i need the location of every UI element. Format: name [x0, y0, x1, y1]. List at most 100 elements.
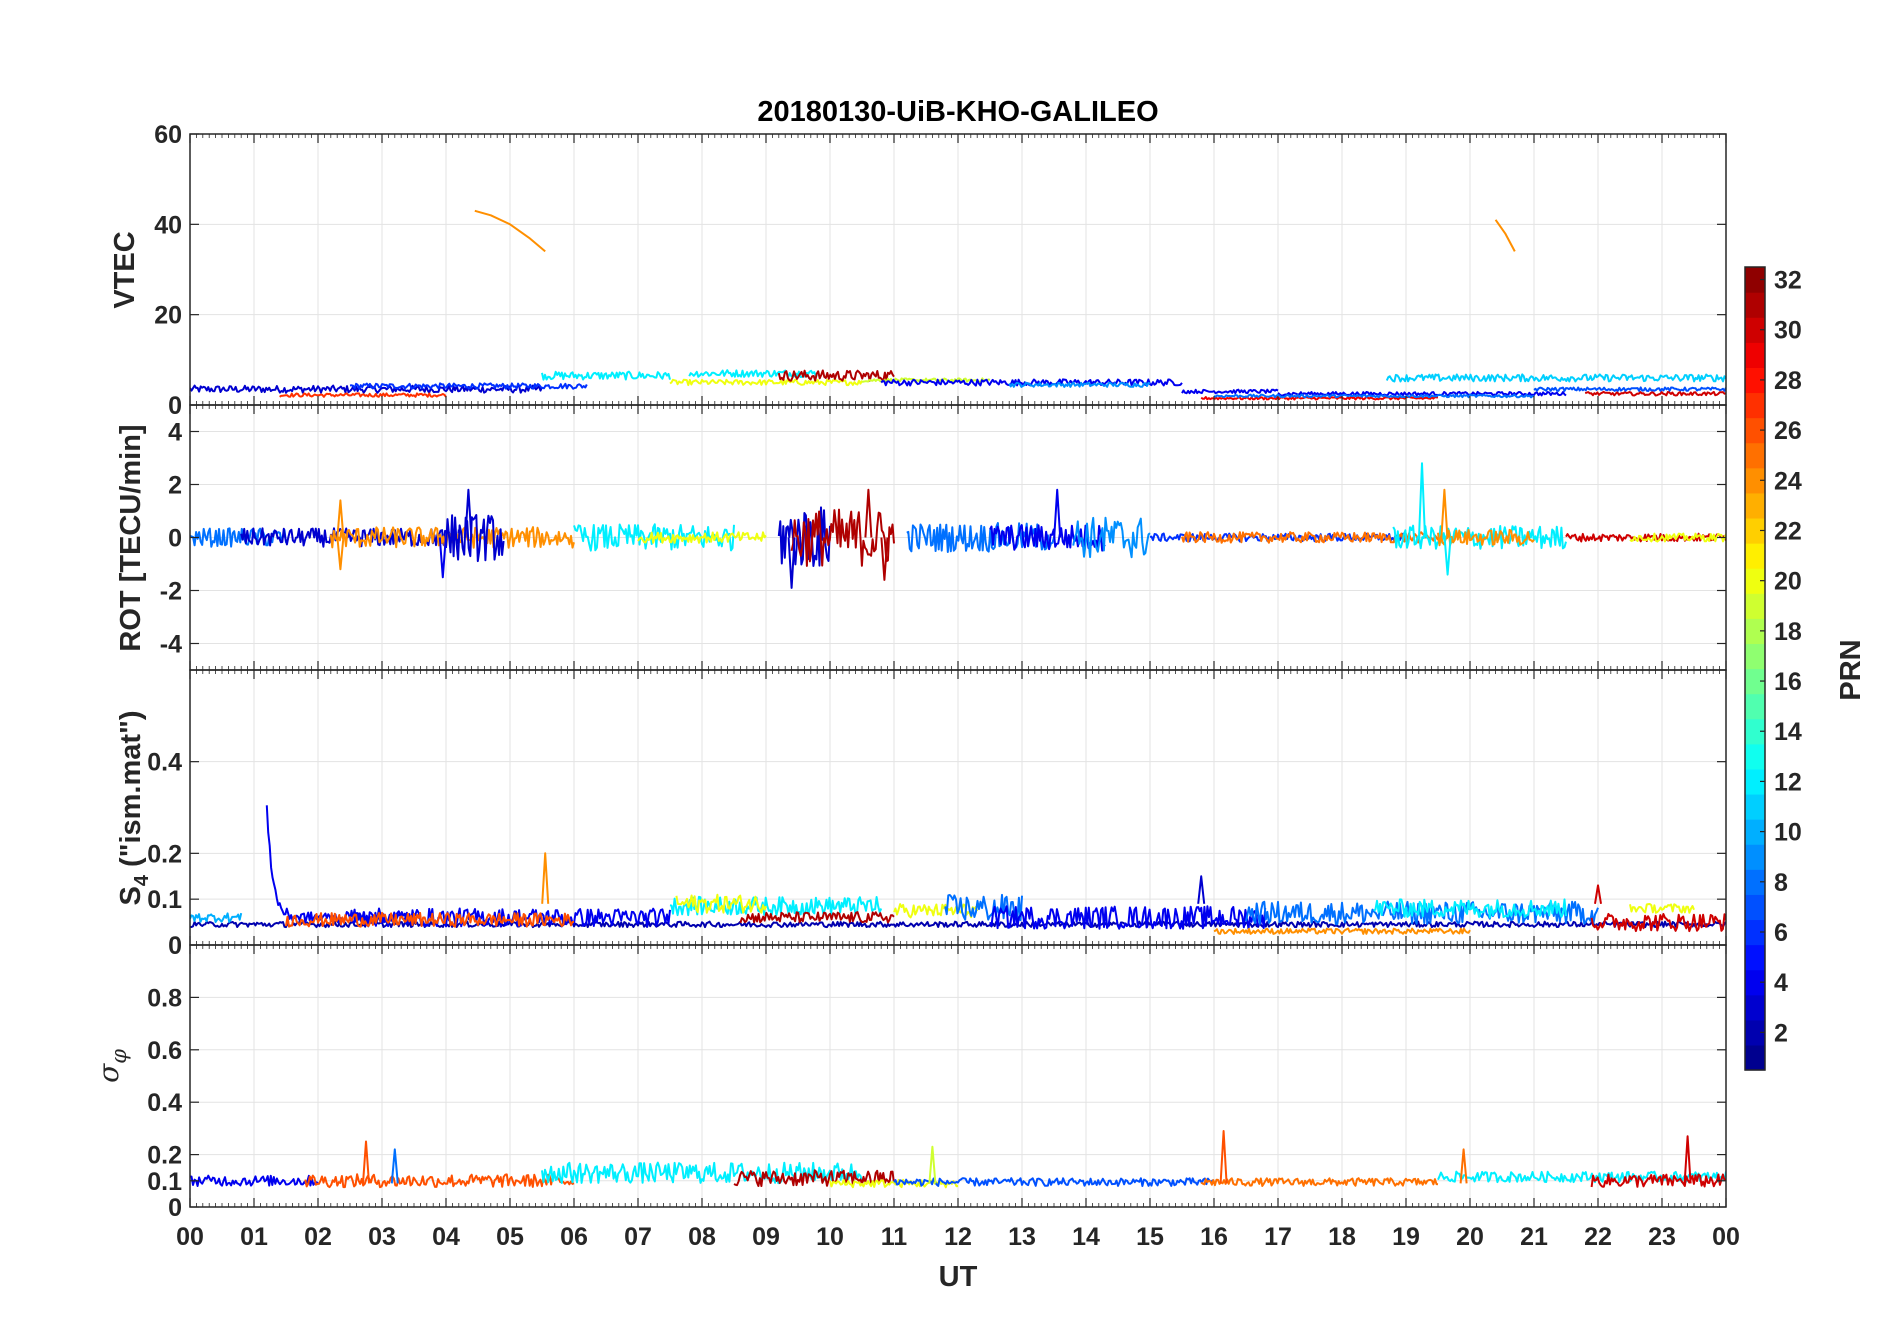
colorbar-cell	[1745, 467, 1765, 494]
rot-prn-20-series	[637, 531, 767, 544]
colorbar-cell	[1745, 392, 1765, 419]
colorbar-cell	[1745, 643, 1765, 670]
vtec-prn-31-series	[777, 369, 895, 382]
colorbar-cell	[1745, 869, 1765, 895]
sigma-phi-y-tick-label: 0.6	[147, 1037, 182, 1065]
rot-prn-4-series	[1053, 488, 1062, 538]
rot-prn-4-series	[438, 537, 447, 579]
s4-prn-30-series	[1594, 884, 1602, 904]
colorbar-cell	[1745, 417, 1765, 444]
rot-prn-31-series	[864, 488, 873, 538]
x-tick-label: 00	[1712, 1223, 1740, 1251]
s4-prn-3-series	[1197, 875, 1206, 904]
colorbar-tick-label: 4	[1774, 969, 1788, 997]
sigma-phi-axis-title-sub: φ	[107, 1049, 131, 1064]
vtec-y-tick-label: 40	[154, 211, 182, 239]
colorbar-cell	[1745, 1044, 1765, 1071]
colorbar-cell	[1745, 894, 1765, 921]
colorbar-tick-label: 12	[1774, 768, 1802, 796]
sigma-phi-prn-4-series	[190, 1174, 319, 1187]
s4-grid	[190, 670, 1726, 945]
colorbar-cell	[1745, 969, 1765, 996]
x-tick-label: 07	[624, 1223, 652, 1251]
x-tick-label: 17	[1264, 1223, 1292, 1251]
rot-prn-3-series	[464, 488, 473, 538]
rot-traces	[190, 462, 1726, 589]
sigma-phi-prn-31-series	[733, 1169, 895, 1187]
vtec-y-tick-label: 20	[154, 302, 182, 330]
x-tick-label: 06	[560, 1223, 588, 1251]
x-tick-label: 10	[816, 1223, 844, 1251]
colorbar-cell	[1745, 793, 1765, 820]
rot-prn-31-series	[790, 508, 895, 567]
sigma-phi-y-tick-label: 0	[168, 1194, 182, 1222]
sigma-phi-y-tick-label: 0.4	[147, 1089, 182, 1117]
rot-prn-12-series	[1418, 462, 1426, 538]
x-tick-label: 20	[1456, 1223, 1484, 1251]
vtec-prn-29-series	[1200, 395, 1438, 401]
colorbar-cell	[1745, 367, 1765, 394]
sigma-phi-panel: 00.10.2 0.4 0.6 0.8 σφ	[92, 944, 1727, 1222]
colorbar-tick-label: 24	[1774, 467, 1802, 495]
colorbar-cell	[1745, 543, 1765, 569]
sigma-phi-prn-19-series	[928, 1145, 937, 1184]
x-tick-label: 21	[1520, 1223, 1548, 1251]
vtec-prn-12-series	[541, 370, 671, 381]
vtec-panel: 0 20 40 60 VTEC	[109, 121, 1727, 420]
s4-prn-4-series	[349, 907, 671, 928]
x-tick-labels: 00 01 02 03 04 05 06 07 08 09 10 11 12 13 14 15 16 17 18 19…	[176, 1223, 1740, 1251]
sigma-phi-prn-25-series	[1200, 1177, 1439, 1187]
colorbar-cell	[1745, 844, 1765, 870]
colorbar-tick-label: 30	[1774, 317, 1802, 345]
colorbar-tick-label: 16	[1774, 668, 1802, 696]
s4-prn-24-series	[1213, 927, 1471, 935]
colorbar-tick-label: 18	[1774, 618, 1802, 646]
sigma-phi-axis-title-main: σ	[92, 1063, 125, 1083]
rot-prn-30-series	[1565, 532, 1726, 543]
colorbar-cell	[1745, 819, 1765, 845]
vtec-prn-4-series	[1181, 388, 1279, 395]
colorbar-cell	[1745, 718, 1765, 745]
colorbar-cell	[1745, 517, 1765, 544]
sigma-phi-prn-30-series	[1590, 1173, 1726, 1188]
colorbar-tick-label: 32	[1774, 267, 1802, 295]
x-axis-title: UT	[939, 1261, 978, 1293]
x-tick-label: 03	[368, 1223, 396, 1251]
colorbar-tick-label: 28	[1774, 367, 1802, 395]
s4-prn-4-series	[989, 905, 1267, 930]
colorbar-cell	[1745, 292, 1765, 318]
rot-panel: -4 -2 0 2 4 ROT [TECU/min]	[115, 404, 1727, 671]
sigma-phi-y-tick-label: 0.8	[147, 984, 182, 1012]
colorbar-cell	[1745, 768, 1765, 795]
vtec-grid	[190, 134, 1726, 405]
x-tick-label: 01	[240, 1223, 268, 1251]
s4-prn-30-series	[1590, 912, 1726, 933]
rot-prn-12-series	[573, 523, 735, 552]
s4-prn-8-series	[944, 893, 1023, 922]
rot-prn-24-series	[336, 537, 345, 571]
colorbar-tick-label: 20	[1774, 568, 1802, 596]
s4-axis-title-rest: ("ism.mat")	[115, 711, 147, 875]
sigma-phi-prn-7-series	[893, 1177, 1215, 1187]
s4-panel: 0 0.1 0.2 0.4 S4 ("ism.mat")	[115, 669, 1727, 960]
x-tick-label: 04	[432, 1223, 460, 1251]
s4-prn-12-series	[1373, 898, 1567, 919]
sigma-phi-prn-26-series	[304, 1173, 575, 1189]
colorbar-cell	[1745, 593, 1765, 619]
sigma-phi-prn-26-series	[362, 1140, 370, 1184]
s4-traces	[190, 805, 1726, 935]
rot-prn-3-series	[787, 537, 796, 589]
colorbar-cell	[1745, 267, 1765, 293]
rot-prn-3-series	[445, 514, 505, 563]
s4-y-tick-label: 0.2	[147, 840, 182, 868]
rot-prn-12-series	[1443, 537, 1452, 576]
s4-prn-20-series	[675, 893, 767, 914]
colorbar-cell	[1745, 492, 1765, 519]
rot-y-tick-label: 2	[168, 472, 182, 500]
vtec-prn-4-series	[880, 378, 1183, 387]
vtec-prn-30-series	[1584, 390, 1726, 397]
vtec-prn-3-series	[190, 384, 543, 394]
vtec-prn-20-series	[669, 378, 863, 387]
vtec-prn-27-series	[279, 392, 447, 398]
